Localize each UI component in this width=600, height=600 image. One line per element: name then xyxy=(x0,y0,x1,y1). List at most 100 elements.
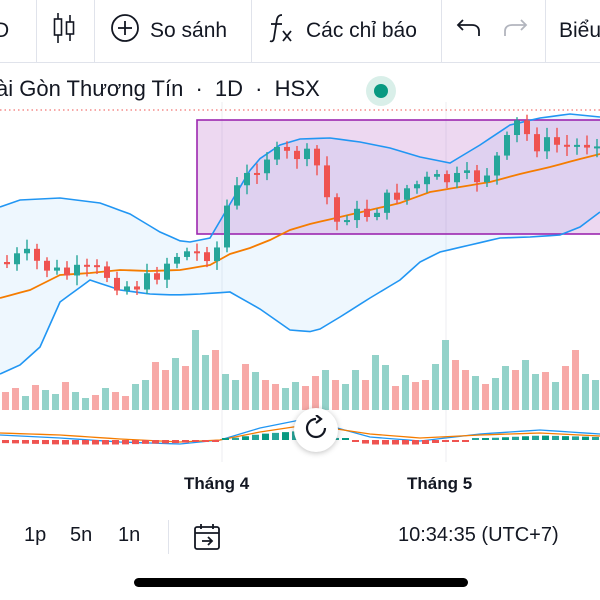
volume-bar xyxy=(572,350,579,410)
candle-body xyxy=(374,212,380,217)
range-button-1p[interactable]: 1p xyxy=(24,524,47,546)
volume-bar xyxy=(422,380,429,410)
volume-bar xyxy=(292,382,299,410)
macd-histogram-bar xyxy=(532,435,539,440)
range-button-5n[interactable]: 5n xyxy=(70,524,93,546)
rectangle-drawing[interactable] xyxy=(196,119,600,235)
indicators-button[interactable]: Các chỉ báo xyxy=(268,0,417,62)
volume-bar xyxy=(192,330,199,410)
volume-bar xyxy=(432,364,439,410)
volume-bar xyxy=(52,394,59,410)
clock-timezone[interactable]: 10:34:35 (UTC+7) xyxy=(398,524,559,546)
candle-body xyxy=(94,265,100,268)
candle-body xyxy=(574,144,580,147)
range-button-1n[interactable]: 1n xyxy=(118,524,141,546)
candle-body xyxy=(514,120,520,136)
candle-body xyxy=(494,155,500,176)
volume-bar xyxy=(592,380,599,410)
volume-bar xyxy=(142,380,149,410)
volume-bar xyxy=(382,365,389,410)
market-open-dot xyxy=(374,84,388,98)
candle-body xyxy=(394,192,400,200)
candle-body xyxy=(324,165,330,198)
bollinger-lower-line xyxy=(0,211,600,375)
macd-histogram-bar xyxy=(162,440,169,444)
volume-bar xyxy=(332,380,339,410)
candle-body xyxy=(454,172,460,183)
redo-button[interactable] xyxy=(502,0,528,62)
separator-dot: · xyxy=(195,76,203,101)
macd-histogram-bar xyxy=(382,440,389,445)
volume-bar xyxy=(82,398,89,410)
symbol-name: ài Gòn Thương Tín xyxy=(0,76,184,101)
candle-body xyxy=(204,252,210,262)
candle-body xyxy=(534,134,540,152)
candle-body xyxy=(64,267,70,276)
candle-body xyxy=(234,185,240,206)
candle-body xyxy=(184,251,190,257)
candle-body xyxy=(444,174,450,183)
volume-bar xyxy=(22,396,29,410)
volume-bar xyxy=(132,384,139,410)
chart-style-button[interactable] xyxy=(52,0,76,62)
volume-bar xyxy=(212,350,219,410)
macd-histogram-bar xyxy=(2,440,9,444)
compare-button[interactable]: So sánh xyxy=(110,0,227,62)
macd-histogram-bar xyxy=(352,440,359,442)
candle-body xyxy=(594,146,600,149)
candle-body xyxy=(564,144,570,147)
volume-bar xyxy=(512,370,519,410)
candle-body xyxy=(404,188,410,200)
macd-histogram-bar xyxy=(442,440,449,442)
chart-type-label: Biểu xyxy=(559,19,600,42)
symbol-title[interactable]: ài Gòn Thương Tín · 1D · HSX xyxy=(0,76,320,102)
macd-histogram-bar xyxy=(182,440,189,443)
candle-body xyxy=(284,146,290,151)
volume-bar xyxy=(122,396,129,410)
macd-histogram-bar xyxy=(512,436,519,440)
macd-histogram-bar xyxy=(102,440,109,445)
macd-histogram-bar xyxy=(202,440,209,442)
interval-label: D xyxy=(0,19,9,43)
macd-histogram-bar xyxy=(462,440,469,442)
macd-histogram-bar xyxy=(472,438,479,440)
volume-bar xyxy=(72,392,79,410)
market-status-indicator[interactable] xyxy=(366,76,396,106)
volume-bar xyxy=(182,366,189,410)
candle-body xyxy=(554,137,560,145)
macd-histogram-bar xyxy=(272,432,279,440)
volume-bar xyxy=(32,385,39,410)
compare-label: So sánh xyxy=(150,19,228,42)
go-to-date-button[interactable] xyxy=(192,522,224,557)
candle-body xyxy=(4,262,10,265)
macd-histogram-bar xyxy=(552,435,559,440)
volume-bar xyxy=(552,382,559,410)
bollinger-upper-line xyxy=(0,113,600,243)
macd-histogram-bar xyxy=(362,440,369,444)
macd-histogram-bar xyxy=(562,436,569,440)
candles-icon xyxy=(52,11,76,51)
macd-histogram-bar xyxy=(62,440,69,445)
undo-button[interactable] xyxy=(456,0,482,62)
macd-histogram-bar xyxy=(392,440,399,445)
candle-body xyxy=(84,264,90,267)
candle-body xyxy=(44,260,50,271)
volume-bar xyxy=(252,372,259,410)
macd-histogram-bar xyxy=(72,440,79,445)
macd-histogram-bar xyxy=(252,434,259,440)
interval-button[interactable]: D xyxy=(0,0,9,62)
macd-histogram-bar xyxy=(122,440,129,445)
candle-body xyxy=(14,253,20,265)
macd-histogram-bar xyxy=(32,440,39,444)
go-to-date-icon xyxy=(192,524,224,556)
macd-histogram-bar xyxy=(592,436,599,440)
candle-body xyxy=(474,170,480,183)
macd-histogram-bar xyxy=(572,436,579,440)
chart-type-button[interactable]: Biểu xyxy=(559,0,600,62)
top-toolbar: D So sánh xyxy=(0,0,600,63)
volume-bar xyxy=(272,384,279,410)
candle-body xyxy=(544,137,550,152)
macd-histogram-bar xyxy=(142,440,149,444)
reset-chart-button[interactable] xyxy=(294,408,338,452)
volume-bar xyxy=(242,364,249,410)
